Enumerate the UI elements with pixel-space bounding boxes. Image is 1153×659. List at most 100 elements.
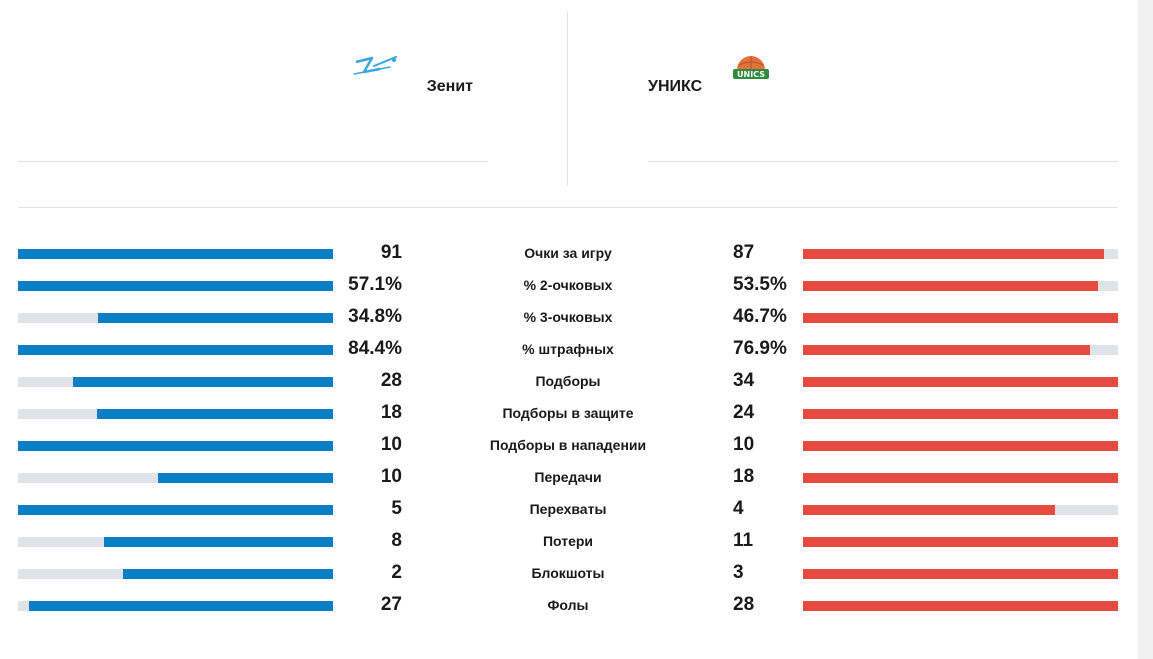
stat-label: % 2-очковых xyxy=(523,277,613,293)
home-stat-value: 2 xyxy=(391,562,402,583)
stat-row: 10 Передачи 18 xyxy=(0,462,1138,494)
away-stat-bar xyxy=(803,345,1118,355)
home-stat-bar-fill xyxy=(122,569,333,579)
stat-row: 10 Подборы в нападении 10 xyxy=(0,430,1138,462)
home-stat-value: 10 xyxy=(380,434,402,455)
home-stat-bar-fill xyxy=(18,345,333,355)
home-stat-bar xyxy=(18,345,333,355)
home-stat-value: 34.8% xyxy=(348,306,402,327)
match-header: Зенит UNICS УНИКС xyxy=(0,0,1138,210)
away-stat-value: 4 xyxy=(733,498,744,519)
away-stat-bar-fill xyxy=(803,377,1118,387)
home-stat-value: 18 xyxy=(380,402,402,423)
away-stat-value: 34 xyxy=(733,370,755,391)
home-stat-value: 8 xyxy=(391,530,402,551)
home-stat-bar-fill xyxy=(73,377,333,387)
home-stat-value: 91 xyxy=(380,242,402,263)
away-stat-bar xyxy=(803,313,1118,323)
stat-label: Очки за игру xyxy=(524,245,612,261)
stats-comparison-list: 91 Очки за игру 87 57.1% % 2-очковых 53.5% 34.… xyxy=(0,238,1138,622)
stat-row: 18 Подборы в защите 24 xyxy=(0,398,1138,430)
away-stat-bar xyxy=(803,441,1118,451)
scrollbar-track[interactable] xyxy=(1138,0,1153,659)
home-stat-bar-fill xyxy=(18,249,333,259)
away-stat-bar xyxy=(803,377,1118,387)
home-stat-bar xyxy=(18,441,333,451)
away-stat-bar-fill xyxy=(803,249,1105,259)
home-stat-bar xyxy=(18,377,333,387)
home-stat-bar xyxy=(18,505,333,515)
home-stat-bar-fill xyxy=(96,409,333,419)
away-stat-value: 10 xyxy=(733,434,755,455)
away-stat-value: 53.5% xyxy=(733,274,787,295)
stat-label: % штрафных xyxy=(522,341,614,357)
home-stat-bar xyxy=(18,537,333,547)
unics-logo-text: UNICS xyxy=(737,70,765,79)
home-stat-value: 57.1% xyxy=(348,274,402,295)
away-stat-bar xyxy=(803,505,1118,515)
away-stat-value: 24 xyxy=(733,402,755,423)
away-stat-bar-fill xyxy=(803,569,1118,579)
away-stat-bar-fill xyxy=(803,409,1118,419)
away-team-name[interactable]: УНИКС xyxy=(648,78,703,95)
home-stat-value: 28 xyxy=(380,370,402,391)
stat-row: 27 Фолы 28 xyxy=(0,590,1138,622)
stat-row: 57.1% % 2-очковых 53.5% xyxy=(0,270,1138,302)
home-stat-value: 27 xyxy=(380,594,402,615)
home-stat-bar-fill xyxy=(29,601,333,611)
away-stat-bar-fill xyxy=(803,345,1090,355)
unics-logo-icon: UNICS xyxy=(733,56,769,79)
home-header-line xyxy=(18,161,488,162)
stat-row: 34.8% % 3-очковых 46.7% xyxy=(0,302,1138,334)
home-stat-bar-fill xyxy=(98,313,333,323)
home-stat-bar-fill xyxy=(18,281,333,291)
stat-row: 84.4% % штрафных 76.9% xyxy=(0,334,1138,366)
home-stat-bar xyxy=(18,473,333,483)
home-stat-bar-fill xyxy=(18,505,333,515)
home-team-name[interactable]: Зенит xyxy=(426,78,473,95)
away-stat-bar xyxy=(803,569,1118,579)
home-stat-bar xyxy=(18,409,333,419)
away-stat-bar xyxy=(803,409,1118,419)
stat-row: 91 Очки за игру 87 xyxy=(0,238,1138,270)
away-stat-bar-fill xyxy=(803,473,1118,483)
away-stat-value: 87 xyxy=(733,242,755,263)
away-stat-value: 46.7% xyxy=(733,306,787,327)
home-stat-bar xyxy=(18,601,333,611)
away-stat-bar xyxy=(803,473,1118,483)
away-stat-bar-fill xyxy=(803,537,1118,547)
home-stat-bar-fill xyxy=(18,441,333,451)
stat-row: 5 Перехваты 4 xyxy=(0,494,1138,526)
away-stat-bar-fill xyxy=(803,281,1099,291)
away-stat-value: 3 xyxy=(733,562,744,583)
away-stat-bar-fill xyxy=(803,441,1118,451)
stat-label: % 3-очковых xyxy=(523,309,613,325)
away-stat-value: 11 xyxy=(733,530,754,551)
away-stat-value: 76.9% xyxy=(733,338,787,359)
zenit-logo-icon xyxy=(353,56,397,75)
away-stat-bar xyxy=(803,601,1118,611)
stat-label: Потери xyxy=(542,533,594,549)
away-header-line xyxy=(648,161,1118,162)
stat-label: Фолы xyxy=(547,597,589,613)
home-stat-bar xyxy=(18,313,333,323)
header-divider xyxy=(567,12,568,186)
home-stat-bar xyxy=(18,249,333,259)
home-stat-value: 84.4% xyxy=(348,338,402,359)
away-stat-bar-fill xyxy=(803,313,1118,323)
stat-label: Подборы в нападении xyxy=(489,437,647,453)
home-stat-bar-fill xyxy=(104,537,333,547)
stat-label: Блокшоты xyxy=(531,565,605,581)
away-stat-value: 28 xyxy=(733,594,755,615)
stat-label: Подборы xyxy=(535,373,601,389)
away-stat-bar-fill xyxy=(803,601,1118,611)
away-stat-bar xyxy=(803,281,1118,291)
stat-row: 28 Подборы 34 xyxy=(0,366,1138,398)
home-stat-bar-fill xyxy=(157,473,333,483)
stat-row: 2 Блокшоты 3 xyxy=(0,558,1138,590)
away-stat-bar-fill xyxy=(803,505,1055,515)
home-stat-value: 5 xyxy=(391,498,402,519)
stat-row: 8 Потери 11 xyxy=(0,526,1138,558)
stats-separator xyxy=(18,207,1118,208)
away-stat-bar xyxy=(803,537,1118,547)
